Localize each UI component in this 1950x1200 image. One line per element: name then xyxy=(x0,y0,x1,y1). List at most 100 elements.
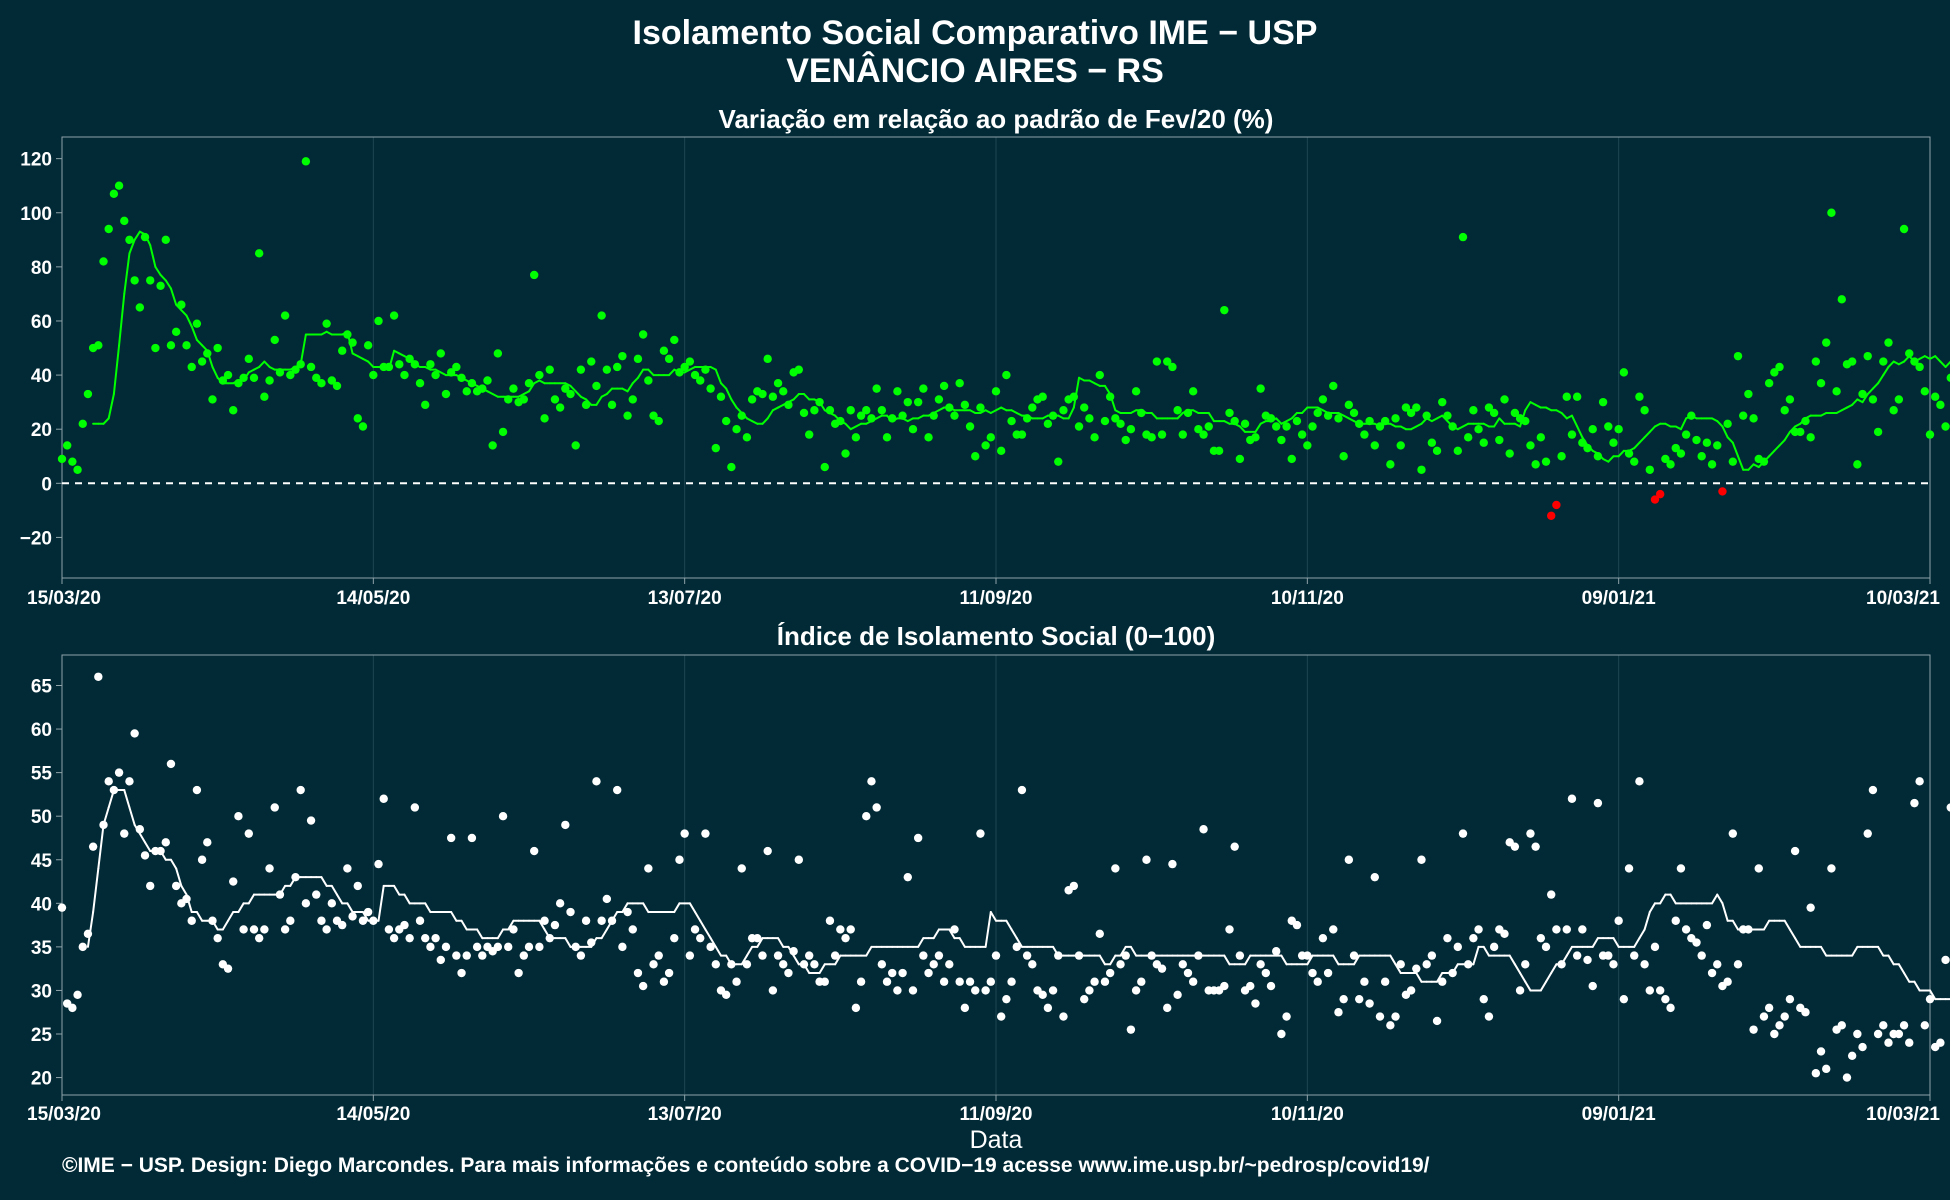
data-point xyxy=(893,986,902,995)
data-point xyxy=(1593,798,1603,808)
moving-average-segment xyxy=(1783,430,1791,442)
data-point xyxy=(1131,387,1141,396)
data-point xyxy=(1806,903,1815,912)
data-point xyxy=(177,300,186,309)
data-point xyxy=(1801,416,1810,426)
data-point xyxy=(1334,1008,1343,1017)
data-point xyxy=(1251,433,1260,442)
moving-average-segment xyxy=(393,884,401,896)
data-point xyxy=(524,379,534,388)
y-tick-label: 55 xyxy=(31,764,53,785)
data-point xyxy=(1521,416,1530,426)
data-point xyxy=(924,433,933,442)
data-point xyxy=(1489,942,1499,952)
data-point xyxy=(446,368,456,377)
data-point xyxy=(934,951,944,960)
data-point xyxy=(1899,224,1909,234)
data-point xyxy=(1453,446,1463,456)
data-point xyxy=(1069,392,1079,401)
moving-average-segment xyxy=(642,902,650,914)
data-point xyxy=(104,224,113,234)
data-point xyxy=(1370,441,1379,450)
data-point xyxy=(1500,929,1509,939)
data-point xyxy=(1365,999,1374,1008)
data-point xyxy=(685,951,695,960)
data-point xyxy=(1692,435,1701,445)
data-point xyxy=(742,433,752,442)
data-point xyxy=(779,387,788,396)
data-point xyxy=(550,395,560,404)
data-point xyxy=(576,365,586,374)
data-point xyxy=(1199,430,1208,439)
data-point xyxy=(919,951,928,960)
data-point xyxy=(633,354,643,364)
y-tick-label: 25 xyxy=(31,1025,53,1046)
data-point xyxy=(493,349,503,358)
y-tick-label: 40 xyxy=(31,894,52,915)
data-point xyxy=(877,960,887,969)
moving-average-segment xyxy=(1643,430,1651,439)
data-point xyxy=(867,414,876,423)
data-point xyxy=(882,433,892,442)
moving-average-segment xyxy=(1794,937,1802,948)
data-point xyxy=(680,829,689,838)
data-point xyxy=(1572,951,1582,960)
data-point xyxy=(1080,994,1089,1004)
data-point xyxy=(1323,411,1333,420)
data-point xyxy=(644,864,653,873)
data-point xyxy=(120,216,129,226)
moving-average-segment xyxy=(714,368,722,385)
data-point xyxy=(395,360,404,369)
moving-average-segment xyxy=(1508,954,1516,966)
moving-average-segment xyxy=(1934,355,1942,363)
data-point xyxy=(1946,373,1950,382)
x-tick-label: 15/03/20 xyxy=(27,1104,101,1125)
data-point xyxy=(1432,1016,1442,1026)
data-point xyxy=(867,777,876,786)
data-point xyxy=(1547,511,1556,520)
data-point xyxy=(1707,968,1717,978)
data-point xyxy=(1313,408,1322,418)
data-point xyxy=(1183,408,1193,418)
data-point xyxy=(1510,842,1520,851)
data-point xyxy=(581,916,591,925)
data-point xyxy=(820,977,829,986)
moving-average-segment xyxy=(123,252,131,295)
moving-average-segment xyxy=(1716,420,1724,428)
data-point xyxy=(120,829,129,838)
data-point xyxy=(529,846,539,856)
data-point xyxy=(1085,986,1094,995)
data-point xyxy=(369,370,378,380)
data-point xyxy=(1619,994,1629,1004)
moving-average-segment xyxy=(792,954,800,966)
data-point xyxy=(1489,408,1499,418)
data-point xyxy=(1329,381,1338,391)
data-point xyxy=(638,981,648,991)
data-point xyxy=(1754,864,1763,873)
data-point xyxy=(763,846,772,856)
data-point xyxy=(628,925,637,934)
data-point xyxy=(1775,362,1784,372)
moving-average-segment xyxy=(948,928,956,940)
moving-average-segment xyxy=(1783,919,1791,931)
moving-average-segment xyxy=(761,417,769,425)
panel-2 xyxy=(56,654,1950,1101)
moving-average-segment xyxy=(1005,919,1013,931)
data-point xyxy=(747,395,757,404)
data-point xyxy=(996,1012,1006,1021)
data-point xyxy=(1650,942,1660,952)
data-point xyxy=(348,338,357,347)
data-point xyxy=(514,968,523,978)
data-point xyxy=(638,330,648,339)
data-point xyxy=(1329,925,1338,934)
moving-average-segment xyxy=(227,911,235,922)
moving-average-segment xyxy=(1633,937,1641,948)
data-point xyxy=(965,422,975,431)
data-point xyxy=(1386,1021,1395,1030)
data-point xyxy=(955,379,964,388)
data-point xyxy=(1230,416,1239,426)
data-point xyxy=(1287,454,1296,464)
data-point xyxy=(659,346,669,355)
data-point xyxy=(1619,368,1629,377)
